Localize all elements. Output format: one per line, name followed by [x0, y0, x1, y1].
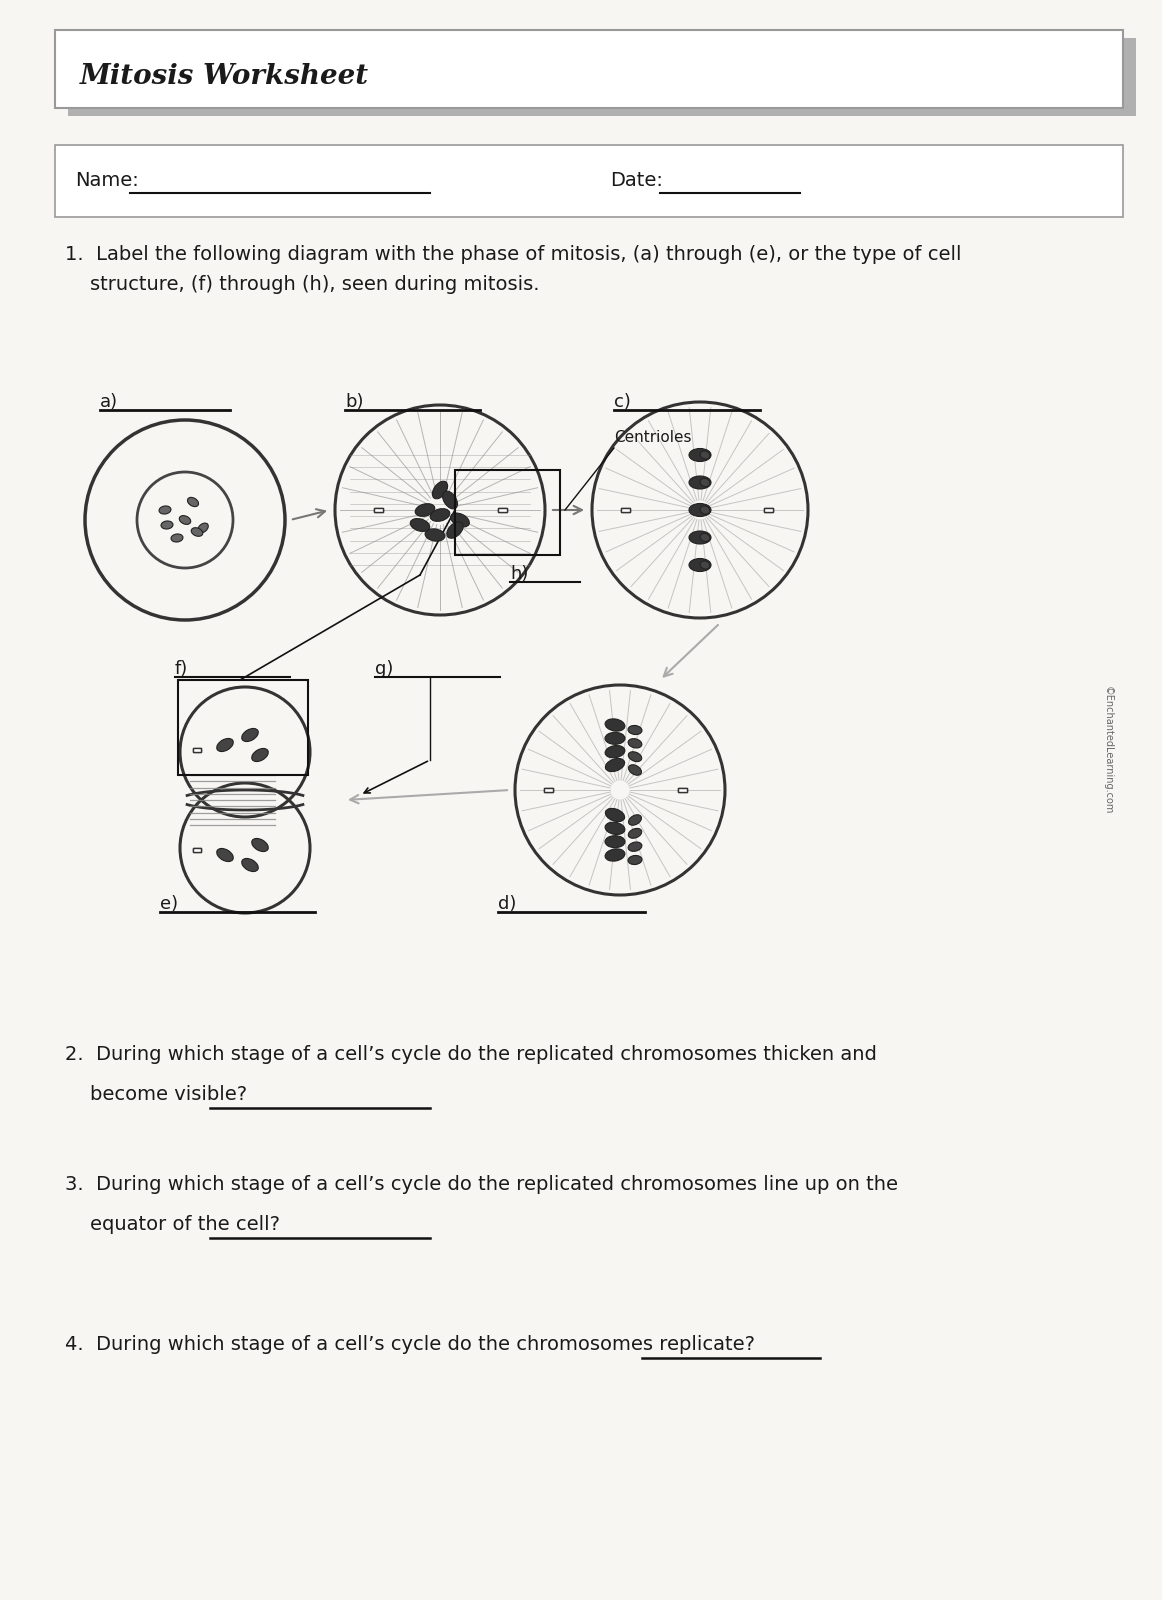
Ellipse shape: [217, 739, 234, 752]
Text: Date:: Date:: [610, 171, 662, 190]
Text: 1.  Label the following diagram with the phase of mitosis, (a) through (e), or t: 1. Label the following diagram with the …: [65, 245, 961, 264]
Ellipse shape: [701, 506, 710, 514]
FancyBboxPatch shape: [193, 749, 201, 752]
Ellipse shape: [162, 522, 173, 530]
Ellipse shape: [440, 494, 460, 506]
Ellipse shape: [605, 733, 625, 744]
Bar: [456, 470, 560, 555]
Ellipse shape: [701, 451, 710, 459]
FancyBboxPatch shape: [193, 848, 201, 851]
Ellipse shape: [159, 506, 171, 515]
Bar: [178, 680, 308, 774]
Text: f): f): [175, 659, 188, 678]
Bar: [55, 146, 1122, 218]
FancyBboxPatch shape: [763, 507, 773, 512]
FancyBboxPatch shape: [763, 507, 773, 512]
Ellipse shape: [605, 758, 625, 771]
Ellipse shape: [242, 728, 258, 741]
Bar: [69, 38, 1136, 117]
Ellipse shape: [179, 515, 191, 525]
Ellipse shape: [627, 856, 641, 864]
FancyBboxPatch shape: [193, 749, 201, 752]
Text: structure, (f) through (h), seen during mitosis.: structure, (f) through (h), seen during …: [65, 275, 539, 294]
Ellipse shape: [191, 528, 203, 536]
FancyBboxPatch shape: [621, 507, 630, 512]
Ellipse shape: [252, 749, 268, 762]
Ellipse shape: [605, 822, 625, 835]
FancyBboxPatch shape: [544, 787, 552, 792]
Text: 2.  During which stage of a cell’s cycle do the replicated chromosomes thicken a: 2. During which stage of a cell’s cycle …: [65, 1045, 877, 1064]
FancyBboxPatch shape: [677, 787, 687, 792]
Text: Name:: Name:: [76, 171, 138, 190]
Ellipse shape: [605, 746, 625, 758]
Ellipse shape: [605, 718, 625, 731]
Ellipse shape: [701, 533, 710, 542]
FancyBboxPatch shape: [373, 507, 382, 512]
Text: b): b): [345, 394, 364, 411]
Ellipse shape: [689, 448, 711, 461]
Ellipse shape: [627, 725, 641, 734]
Ellipse shape: [605, 850, 625, 861]
Text: d): d): [498, 894, 516, 914]
FancyBboxPatch shape: [373, 507, 382, 512]
Ellipse shape: [605, 835, 625, 848]
Ellipse shape: [689, 477, 711, 490]
Text: c): c): [614, 394, 631, 411]
Text: Mitosis Worksheet: Mitosis Worksheet: [80, 62, 370, 90]
Ellipse shape: [629, 829, 641, 838]
Ellipse shape: [629, 752, 641, 762]
Ellipse shape: [629, 765, 641, 776]
Ellipse shape: [445, 523, 465, 536]
Ellipse shape: [689, 531, 711, 544]
FancyBboxPatch shape: [677, 787, 687, 792]
Ellipse shape: [432, 506, 447, 525]
FancyBboxPatch shape: [497, 507, 507, 512]
Ellipse shape: [242, 859, 258, 872]
Text: equator of the cell?: equator of the cell?: [65, 1214, 280, 1234]
FancyBboxPatch shape: [497, 507, 507, 512]
Text: ©EnchantedLearning.com: ©EnchantedLearning.com: [1103, 686, 1113, 814]
Ellipse shape: [689, 558, 711, 571]
Text: 4.  During which stage of a cell’s cycle do the chromosomes replicate?: 4. During which stage of a cell’s cycle …: [65, 1334, 755, 1354]
FancyBboxPatch shape: [621, 507, 630, 512]
Ellipse shape: [410, 518, 430, 531]
Ellipse shape: [252, 838, 268, 851]
FancyBboxPatch shape: [193, 848, 201, 851]
Bar: [55, 30, 1122, 109]
Ellipse shape: [605, 808, 625, 821]
Ellipse shape: [629, 814, 641, 826]
Ellipse shape: [450, 514, 469, 526]
Ellipse shape: [701, 478, 710, 486]
Text: e): e): [160, 894, 178, 914]
Text: g): g): [375, 659, 394, 678]
Bar: [179, 781, 311, 819]
Ellipse shape: [629, 739, 641, 749]
Ellipse shape: [701, 562, 710, 570]
Ellipse shape: [689, 504, 711, 517]
Ellipse shape: [629, 842, 641, 851]
Ellipse shape: [417, 502, 433, 518]
FancyBboxPatch shape: [544, 787, 552, 792]
Text: become visible?: become visible?: [65, 1085, 248, 1104]
Text: 3.  During which stage of a cell’s cycle do the replicated chromosomes line up o: 3. During which stage of a cell’s cycle …: [65, 1174, 898, 1194]
Ellipse shape: [432, 482, 449, 498]
Ellipse shape: [425, 528, 445, 542]
Text: h): h): [510, 565, 529, 582]
Text: a): a): [100, 394, 119, 411]
Text: Centrioles: Centrioles: [614, 430, 691, 445]
Ellipse shape: [171, 534, 182, 542]
Ellipse shape: [198, 523, 208, 533]
Ellipse shape: [217, 848, 234, 861]
Ellipse shape: [187, 498, 199, 507]
